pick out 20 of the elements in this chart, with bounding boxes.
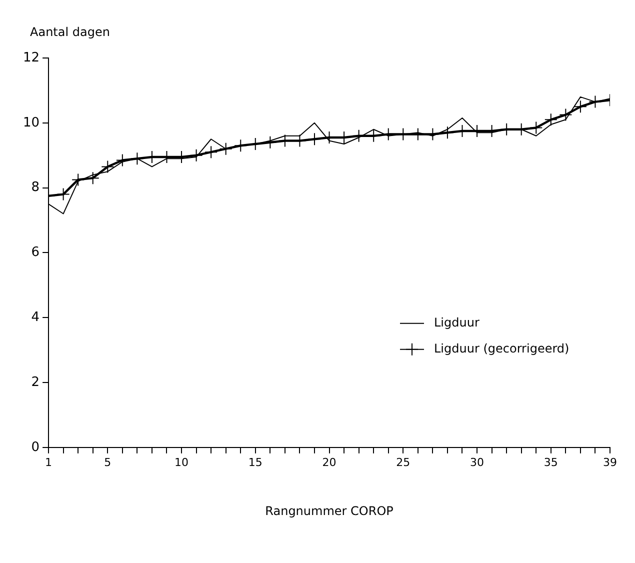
y-tick-label: 0 (31, 440, 40, 455)
y-tick-label: 6 (31, 245, 40, 260)
x-tick-label: 5 (104, 456, 112, 469)
x-tick-label: 10 (174, 456, 189, 469)
legend-label: Ligduur (gecorrigeerd) (434, 342, 570, 356)
x-tick-label: 30 (470, 456, 484, 469)
y-tick-label: 10 (22, 115, 40, 130)
y-tick-label: 8 (31, 180, 40, 196)
x-axis-title: Rangnummer COROP (265, 504, 394, 518)
y-tick-label: 4 (31, 310, 40, 325)
x-tick-label: 15 (248, 456, 262, 469)
x-tick-label: 39 (603, 456, 617, 469)
y-tick-label: 2 (31, 374, 40, 390)
y-tick-label: 12 (22, 50, 40, 66)
x-tick-label: 35 (544, 456, 558, 469)
x-tick-label: 20 (322, 456, 336, 469)
x-tick-label: 25 (396, 456, 410, 469)
x-tick-label: 1 (45, 456, 52, 469)
y-axis-title: Aantal dagen (30, 25, 110, 39)
legend-label: Ligduur (434, 316, 480, 330)
